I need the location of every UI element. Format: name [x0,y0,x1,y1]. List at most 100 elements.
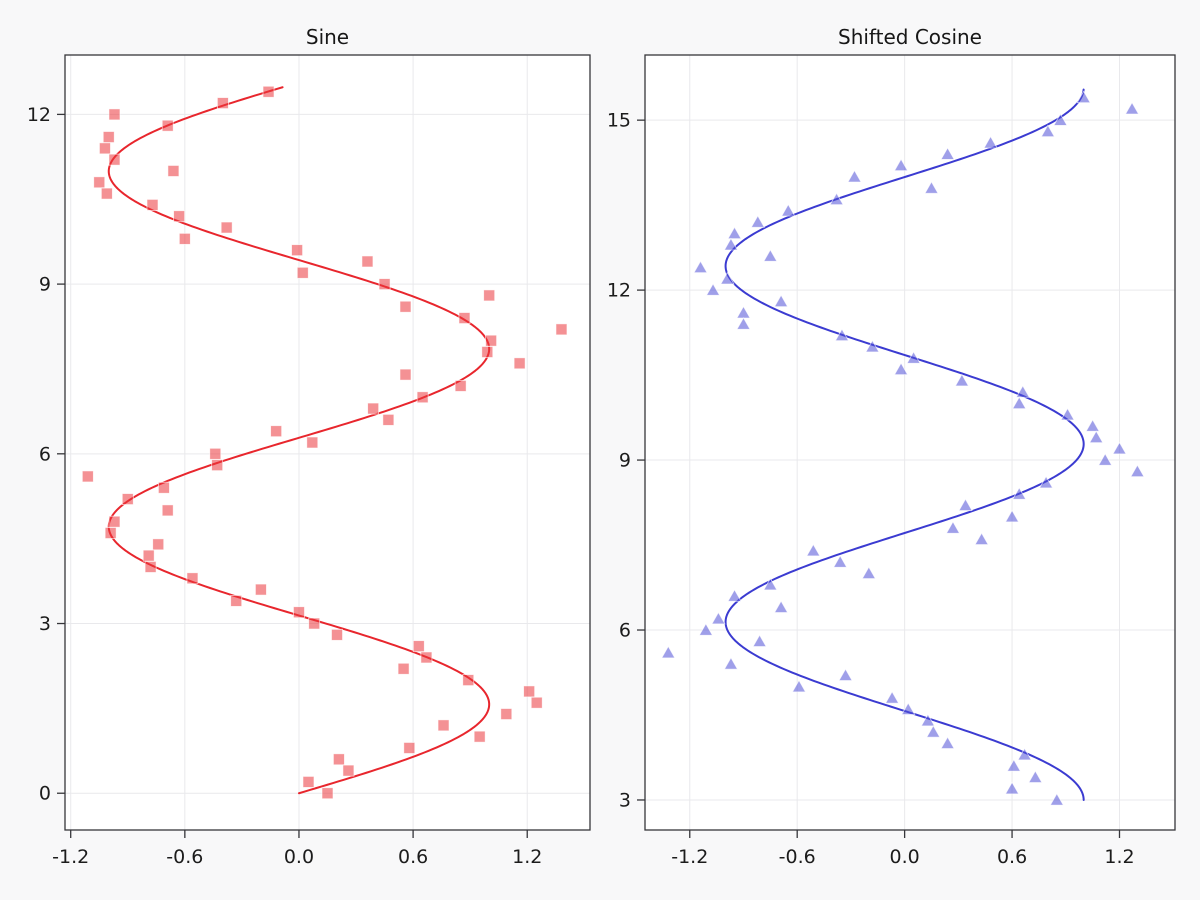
chart-title: Shifted Cosine [838,25,982,49]
data-point [1017,747,1032,761]
data-point [161,504,174,517]
y-tick-label: 12 [27,104,51,126]
y-tick-label: 9 [619,450,631,472]
data-point [806,543,821,557]
data-point [974,532,989,545]
plot-area [65,55,590,830]
data-point [940,736,955,749]
data-point [291,244,303,257]
data-point [1049,792,1065,806]
data-point [865,339,880,353]
data-point [763,249,778,262]
data-point [416,391,429,404]
data-point [296,266,309,279]
y-tick-label: 9 [39,274,51,296]
data-point [705,283,721,296]
data-point [832,555,848,568]
data-point [1012,487,1027,500]
y-tick-label: 6 [619,620,631,642]
data-point [99,142,111,155]
data-point [333,753,345,766]
data-point [750,215,765,228]
x-tick-label: -0.6 [779,846,816,868]
data-point [458,312,471,324]
data-point [1028,770,1043,783]
data-point [473,730,486,743]
data-point [781,203,796,217]
data-point [93,176,106,189]
data-point [1012,396,1027,410]
data-point [1015,385,1030,398]
data-point [481,346,494,358]
x-tick-label: 1.2 [512,846,542,868]
data-point [958,498,973,511]
plot-frame [644,54,1176,831]
data-point [462,674,475,686]
data-point [306,436,319,449]
sine-panel: -1.2 -0.6 0.0 0.6 1.2 0 3 6 9 12 Sine [27,25,591,868]
data-point [108,153,121,166]
data-point [791,679,807,693]
data-point [711,611,726,625]
data-point [723,657,739,670]
data-point [861,566,877,579]
data-point [321,787,334,800]
data-point [102,131,115,143]
data-point [727,226,742,240]
data-point [924,181,939,194]
x-tick-label: 0.6 [398,846,428,868]
data-point [173,210,186,223]
data-point [720,271,735,285]
data-point [834,328,850,342]
data-point [331,628,343,641]
data-point [884,690,900,704]
data-point [262,85,275,98]
x-tick-label: 0.6 [997,846,1027,868]
data-point [483,289,496,302]
data-point [152,538,165,551]
data-point [736,317,751,330]
data-point [100,187,113,200]
data-point [108,515,121,528]
data-point [255,583,267,596]
data-point [397,662,410,675]
data-point [763,577,778,591]
x-tick-label: 0.0 [284,846,314,868]
data-point [1112,441,1127,455]
data-point [230,594,243,607]
shifted-cosine-panel: -1.2 -0.6 0.0 0.6 1.2 3 6 9 12 15 Shifted Cosine [607,25,1176,868]
data-point [698,623,714,636]
data-point [1097,453,1113,466]
data-point [926,724,941,738]
data-point [104,527,117,539]
data-point [220,221,233,234]
data-point [420,651,433,664]
data-point [773,600,789,613]
y-tick-label: 6 [39,443,51,465]
data-point [940,147,955,160]
data-point [773,294,789,308]
data-point [161,119,174,132]
data-point [211,459,224,472]
data-point [500,708,513,720]
data-point [901,702,916,715]
data-point [81,470,94,483]
data-point [661,645,676,659]
data-point [403,742,416,754]
data-point [378,278,391,291]
data-point [1130,464,1145,477]
data-point [1053,113,1068,126]
x-tick-label: -0.6 [166,846,203,868]
data-point [382,413,395,426]
data-point [270,425,283,438]
data-point [530,696,543,709]
data-point [144,561,157,573]
data-point [412,640,425,653]
data-point [1085,419,1100,432]
data-point [108,108,121,121]
data-point [1040,124,1056,138]
data-point [847,169,862,183]
data-point [893,158,909,172]
